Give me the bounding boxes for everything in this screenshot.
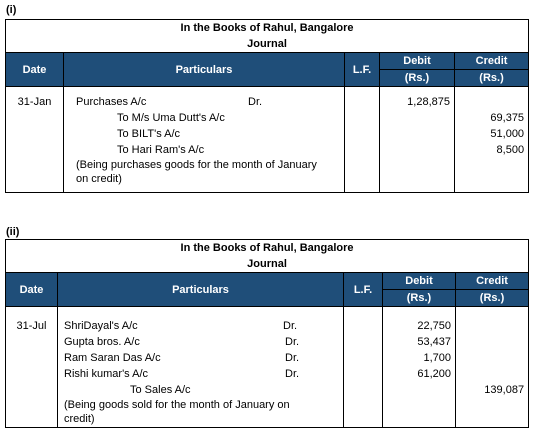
journal-table-i: In the Books of Rahul, Bangalore Journal… bbox=[4, 19, 530, 193]
narration-line: (Being goods sold for the month of Janua… bbox=[64, 399, 290, 411]
dr-label: Dr. bbox=[248, 96, 263, 108]
particulars-header: Particulars bbox=[57, 272, 344, 307]
journal-table-ii: In the Books of Rahul, Bangalore Journal… bbox=[4, 239, 530, 428]
credit-header: Credit bbox=[453, 52, 530, 70]
debit-account: Ram Saran Das A/c bbox=[64, 352, 161, 364]
debit-unit-header: (Rs.) bbox=[379, 69, 455, 87]
lf-cell bbox=[344, 86, 380, 193]
debit-amount-cell: 22,750 53,437 1,700 61,200 bbox=[382, 306, 456, 428]
narration: (Being goods sold for the month of Janua… bbox=[58, 398, 343, 426]
debit-entry-line: Purchases A/c Dr. bbox=[64, 94, 344, 110]
credit-amount: 8,500 bbox=[496, 144, 525, 156]
credit-account: To Sales A/c bbox=[130, 384, 191, 396]
debit-account: Rishi kumar's A/c bbox=[64, 368, 149, 380]
debit-entry-line: Rishi kumar's A/c Dr. bbox=[58, 366, 343, 382]
debit-entry-line: Ram Saran Das A/c Dr. bbox=[58, 350, 343, 366]
credit-header: Credit bbox=[454, 272, 530, 290]
dr-label: Dr. bbox=[285, 336, 300, 348]
narration-line: (Being purchases goods for the month of … bbox=[76, 159, 317, 171]
credit-amount-cell: 139,087 bbox=[454, 306, 530, 428]
books-title: In the Books of Rahul, Bangalore bbox=[180, 242, 354, 254]
credit-unit-header: (Rs.) bbox=[453, 69, 530, 87]
narration: (Being purchases goods for the month of … bbox=[64, 158, 344, 186]
debit-account: Purchases A/c bbox=[76, 96, 147, 108]
narration-line: credit) bbox=[64, 413, 95, 425]
debit-unit-header: (Rs.) bbox=[382, 289, 456, 307]
debit-account: ShriDayal's A/c bbox=[64, 320, 138, 332]
credit-amount-cell: 69,375 51,000 8,500 bbox=[453, 86, 530, 193]
debit-account: Gupta bros. A/c bbox=[64, 336, 140, 348]
books-title: In the Books of Rahul, Bangalore bbox=[180, 22, 354, 34]
debit-amount: 1,700 bbox=[423, 352, 451, 364]
credit-amount: 139,087 bbox=[484, 384, 525, 396]
journal-subtitle: Journal bbox=[247, 38, 287, 50]
lf-cell bbox=[343, 306, 383, 428]
journal-title-ii: In the Books of Rahul, Bangalore Journal bbox=[4, 239, 530, 273]
debit-entry-line: Gupta bros. A/c Dr. bbox=[58, 334, 343, 350]
date-header: Date bbox=[5, 272, 58, 307]
lf-header: L.F. bbox=[344, 52, 380, 87]
particulars-header: Particulars bbox=[63, 52, 345, 87]
debit-amount: 22,750 bbox=[417, 320, 451, 332]
credit-amount: 51,000 bbox=[490, 128, 525, 140]
credit-account: To BILT's A/c bbox=[117, 128, 181, 140]
debit-amount-cell: 1,28,875 bbox=[379, 86, 455, 193]
particulars-cell: ShriDayal's A/c Dr. Gupta bros. A/c Dr. … bbox=[57, 306, 344, 428]
journal-title-i: In the Books of Rahul, Bangalore Journal bbox=[4, 19, 530, 53]
debit-header: Debit bbox=[382, 272, 456, 290]
particulars-cell: Purchases A/c Dr. To M/s Uma Dutt's A/c … bbox=[63, 86, 345, 193]
credit-unit-header: (Rs.) bbox=[454, 289, 530, 307]
entry-date: 31-Jan bbox=[17, 96, 52, 108]
debit-entry-line: ShriDayal's A/c Dr. bbox=[58, 318, 343, 334]
dr-label: Dr. bbox=[285, 368, 300, 380]
debit-header: Debit bbox=[379, 52, 455, 70]
section-label-i: (i) bbox=[6, 4, 17, 16]
section-label-ii: (ii) bbox=[6, 226, 20, 238]
date-cell: 31-Jan bbox=[5, 86, 64, 193]
date-header: Date bbox=[5, 52, 64, 87]
dr-label: Dr. bbox=[285, 352, 300, 364]
debit-amount: 1,28,875 bbox=[407, 96, 450, 108]
credit-amount: 69,375 bbox=[490, 112, 525, 124]
debit-amount: 61,200 bbox=[417, 368, 451, 380]
dr-label: Dr. bbox=[283, 320, 298, 332]
debit-amount: 53,437 bbox=[417, 336, 451, 348]
credit-account: To Hari Ram's A/c bbox=[117, 144, 205, 156]
entry-date: 31-Jul bbox=[16, 320, 47, 332]
date-cell: 31-Jul bbox=[5, 306, 58, 428]
narration-line: on credit) bbox=[76, 173, 122, 185]
credit-account: To M/s Uma Dutt's A/c bbox=[117, 112, 225, 124]
lf-header: L.F. bbox=[343, 272, 383, 307]
journal-subtitle: Journal bbox=[247, 258, 287, 270]
